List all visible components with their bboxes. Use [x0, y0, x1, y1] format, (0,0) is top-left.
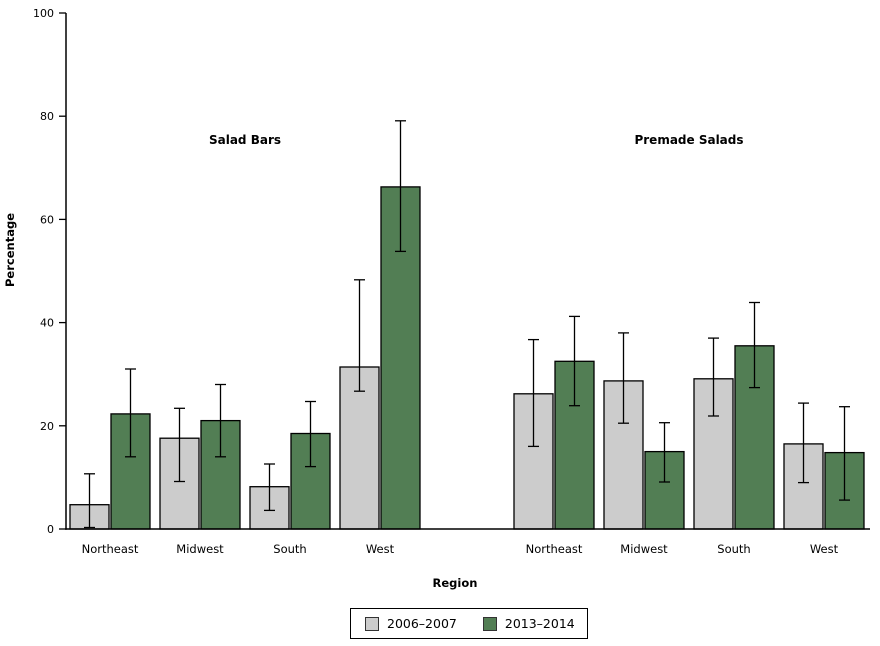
legend-label-2013-2014: 2013–2014 — [504, 616, 575, 631]
x-axis-title: Region — [433, 576, 478, 590]
y-tick-label: 20 — [40, 420, 54, 433]
y-tick-label: 40 — [40, 317, 54, 330]
legend-swatch-2013-2014 — [482, 616, 497, 631]
category-label: Midwest — [176, 542, 224, 556]
category-label: West — [810, 542, 839, 556]
panel-title-salad-bars: Salad Bars — [209, 133, 281, 147]
y-tick-label: 100 — [33, 7, 54, 20]
bar — [339, 366, 380, 530]
legend-label-2006-2007: 2006–2007 — [387, 616, 457, 631]
category-label: South — [717, 542, 750, 556]
category-label: Northeast — [82, 542, 139, 556]
y-axis-title: Percentage — [3, 213, 17, 287]
category-label: Northeast — [526, 542, 583, 556]
panel-title-premade-salads: Premade Salads — [634, 133, 743, 147]
legend-swatch-2006-2007 — [365, 616, 379, 631]
axes-layer: Northeast Midwest South West Northeast Midwes… — [33, 7, 870, 556]
y-tick-label: 60 — [40, 213, 54, 226]
y-tick-label: 0 — [47, 523, 54, 536]
legend: 2006–2007 2013–2014 — [350, 608, 588, 639]
category-label: Midwest — [620, 542, 668, 556]
category-label: West — [366, 542, 395, 556]
category-label: South — [273, 542, 306, 556]
y-tick-label: 80 — [40, 110, 54, 123]
bars-layer — [69, 120, 865, 530]
